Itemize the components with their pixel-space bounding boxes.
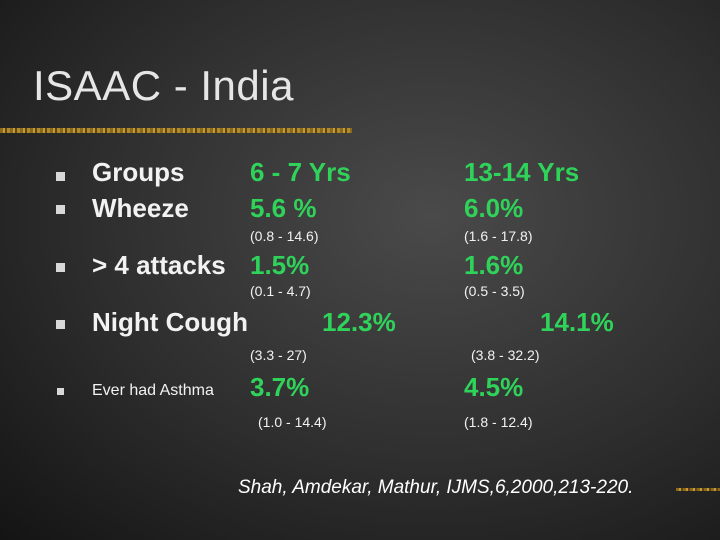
title-underline-rule xyxy=(0,128,352,133)
night-cough-ci-6-7: (3.3 - 27) xyxy=(250,347,307,363)
asthma-ci-13-14: (1.8 - 12.4) xyxy=(464,414,533,430)
row-label-groups: Groups xyxy=(92,157,185,187)
wheeze-value-6-7: 5.6 % xyxy=(250,193,317,223)
row-label-attacks: > 4 attacks xyxy=(92,250,226,280)
asthma-value-13-14: 4.5% xyxy=(464,372,524,402)
night-cough-value-13-14: 14.1% xyxy=(540,307,614,337)
wheeze-ci-6-7: (0.8 - 14.6) xyxy=(250,228,319,244)
asthma-ci-6-7: (1.0 - 14.4) xyxy=(258,414,327,430)
bullet-square-icon xyxy=(57,388,64,395)
night-cough-ci-13-14: (3.8 - 32.2) xyxy=(471,347,540,363)
citation: Shah, Amdekar, Mathur, IJMS,6,2000,213-2… xyxy=(238,477,634,498)
attacks-value-6-7: 1.5% xyxy=(250,250,310,280)
bullet-square-icon xyxy=(56,205,65,214)
bullet-square-icon xyxy=(56,263,65,272)
bullet-square-icon xyxy=(56,172,65,181)
row-label-asthma: Ever had Asthma xyxy=(92,382,214,399)
col-header-13-14: 13-14 Yrs xyxy=(464,157,580,187)
row-label-wheeze: Wheeze xyxy=(92,193,189,223)
wheeze-value-13-14: 6.0% xyxy=(464,193,524,223)
attacks-ci-6-7: (0.1 - 4.7) xyxy=(250,283,311,299)
wheeze-ci-13-14: (1.6 - 17.8) xyxy=(464,228,533,244)
col-header-6-7: 6 - 7 Yrs xyxy=(250,157,351,187)
attacks-ci-13-14: (0.5 - 3.5) xyxy=(464,283,525,299)
row-label-night-cough: Night Cough xyxy=(92,307,248,337)
citation-decor-rule xyxy=(676,488,720,491)
attacks-value-13-14: 1.6% xyxy=(464,250,524,280)
asthma-value-6-7: 3.7% xyxy=(250,372,310,402)
bullet-square-icon xyxy=(56,320,65,329)
slide-title: ISAAC - India xyxy=(33,62,294,109)
night-cough-value-6-7: 12.3% xyxy=(322,307,396,337)
